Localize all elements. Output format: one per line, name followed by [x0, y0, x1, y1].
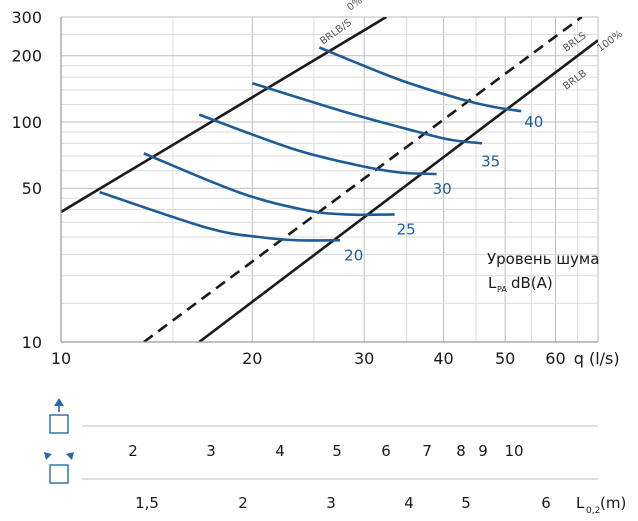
throw-row1-value: 4	[275, 442, 285, 460]
x-tick-label: 50	[495, 349, 515, 368]
x-tick-label: 10	[51, 349, 71, 368]
icon-box	[49, 414, 69, 434]
throw-row2-value: 3	[326, 494, 336, 512]
grid	[60, 16, 599, 343]
throw-row2-value: 2	[238, 494, 248, 512]
noise-curve-35	[251, 81, 483, 145]
throw-row1-value: 8	[456, 442, 466, 460]
four-direction-outlet-icon	[44, 452, 74, 484]
legend-noise-unit: dB(A)	[511, 274, 553, 292]
noise-curve-25	[143, 152, 395, 217]
reference-line-brlb	[198, 39, 598, 342]
throw-row2-unit: L	[576, 494, 585, 512]
curve-label-30: 30	[433, 180, 452, 198]
legend-noise-symbol: L	[488, 274, 497, 292]
label-brlb: BRLB	[561, 68, 589, 92]
throw-row1-value: 7	[422, 442, 432, 460]
curve-label-20: 20	[344, 246, 363, 264]
arrow-nw-icon	[44, 452, 52, 460]
single-direction-outlet-icon	[49, 398, 69, 434]
plot-frame	[60, 17, 598, 343]
y-tick-label: 10	[22, 333, 42, 352]
throw-row1-value: 9	[478, 442, 488, 460]
throw-row2-value: 6	[541, 494, 551, 512]
throw-scale: 2 3 4 5 6 7 8 9 10 1,5 2 3 4 5 6 L 0,2 (m)	[44, 398, 626, 516]
y-tick-label: 50	[22, 179, 42, 198]
x-axis-unit-label: q (l/s)	[574, 349, 620, 368]
plot-lines	[61, 17, 598, 342]
throw-row1-value: 10	[504, 442, 523, 460]
noise-curve-20	[99, 190, 341, 242]
legend-noise-symbol-index: PA	[497, 285, 507, 294]
x-tick-label: 40	[433, 349, 453, 368]
x-tick-label: 60	[545, 349, 565, 368]
label-zero-percent: 0%	[345, 0, 364, 13]
throw-row1-value: 2	[128, 442, 138, 460]
axis-ticks: 10 50 100 200 300 10 20 30 40 50 60 q (l/s)	[11, 8, 619, 368]
legend-noise-title: Уровень шума	[487, 250, 599, 268]
icon-box	[49, 464, 69, 484]
x-tick-label: 20	[242, 349, 262, 368]
y-tick-label: 200	[11, 47, 42, 66]
throw-row1-value: 6	[381, 442, 391, 460]
y-tick-label: 100	[11, 113, 42, 132]
throw-row2-value: 5	[461, 494, 471, 512]
noise-curve-40	[318, 46, 522, 113]
label-brlb-s: BRLB/S	[318, 17, 354, 47]
throw-row1-value: 3	[206, 442, 216, 460]
reference-line-brlb-s	[61, 17, 387, 214]
arrow-up-icon	[54, 398, 64, 406]
curve-label-25: 25	[397, 220, 416, 238]
reference-line-brls	[143, 17, 583, 342]
arrow-ne-icon	[66, 452, 74, 460]
throw-row2-unit-suffix: (m)	[600, 494, 626, 512]
throw-row2-unit-index: 0,2	[586, 506, 600, 516]
noise-curve-30	[198, 113, 437, 176]
y-tick-label: 300	[11, 8, 42, 27]
x-tick-label: 30	[354, 349, 374, 368]
throw-row2-value: 4	[404, 494, 414, 512]
label-hundred-percent: 100%	[595, 29, 625, 55]
throw-row1-value: 5	[332, 442, 342, 460]
curve-label-35: 35	[481, 152, 500, 170]
curve-label-40: 40	[524, 113, 543, 131]
throw-row2-value: 1,5	[135, 494, 159, 512]
